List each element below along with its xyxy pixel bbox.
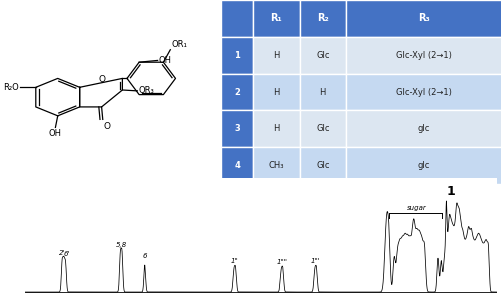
Text: 1"": 1"" <box>276 259 287 265</box>
Text: OH: OH <box>49 129 62 138</box>
Text: 1": 1" <box>230 257 238 263</box>
Text: R₂O: R₂O <box>3 83 19 92</box>
Text: OR₁: OR₁ <box>171 40 187 49</box>
Text: H: H <box>273 124 279 133</box>
Bar <box>345 74 501 110</box>
Bar <box>299 37 345 74</box>
Text: 1"': 1"' <box>311 257 320 263</box>
Bar <box>299 74 345 110</box>
Text: H: H <box>319 88 325 97</box>
Text: OR₃: OR₃ <box>138 86 154 95</box>
Bar <box>220 147 253 184</box>
Text: glc: glc <box>417 161 429 170</box>
Text: CH₃: CH₃ <box>268 161 284 170</box>
Bar <box>299 110 345 147</box>
Text: OH: OH <box>158 56 171 65</box>
Text: 1: 1 <box>445 185 454 198</box>
Bar <box>345 147 501 184</box>
Text: O: O <box>99 75 106 84</box>
Text: Glc: Glc <box>316 124 329 133</box>
Text: R₁: R₁ <box>270 13 282 23</box>
Bar <box>253 0 299 37</box>
Bar <box>253 37 299 74</box>
Text: sugar: sugar <box>406 205 426 211</box>
Text: 5,8: 5,8 <box>115 242 127 248</box>
Bar <box>220 37 253 74</box>
Text: R₂: R₂ <box>316 13 328 23</box>
Text: O: O <box>104 121 111 131</box>
Bar <box>299 0 345 37</box>
Bar <box>345 110 501 147</box>
Bar <box>253 74 299 110</box>
Text: Glc: Glc <box>316 51 329 60</box>
Text: Glc: Glc <box>316 161 329 170</box>
Bar <box>345 0 501 37</box>
Bar <box>253 147 299 184</box>
Text: 6: 6 <box>142 253 147 259</box>
Text: R₃: R₃ <box>417 13 429 23</box>
Text: 4: 4 <box>233 161 239 170</box>
Text: H: H <box>273 51 279 60</box>
Text: Glc-Xyl (2→1): Glc-Xyl (2→1) <box>395 88 451 97</box>
Bar <box>345 37 501 74</box>
Text: H: H <box>273 88 279 97</box>
Text: 1: 1 <box>233 51 239 60</box>
Text: 3: 3 <box>233 124 239 133</box>
Bar <box>299 147 345 184</box>
Text: 2': 2' <box>59 250 66 256</box>
Bar <box>220 0 253 37</box>
Text: 6': 6' <box>63 251 70 257</box>
Text: glc: glc <box>417 124 429 133</box>
Text: Glc-Xyl (2→1): Glc-Xyl (2→1) <box>395 51 451 60</box>
Bar <box>220 110 253 147</box>
Text: 2: 2 <box>233 88 239 97</box>
Bar <box>220 74 253 110</box>
Bar <box>253 110 299 147</box>
